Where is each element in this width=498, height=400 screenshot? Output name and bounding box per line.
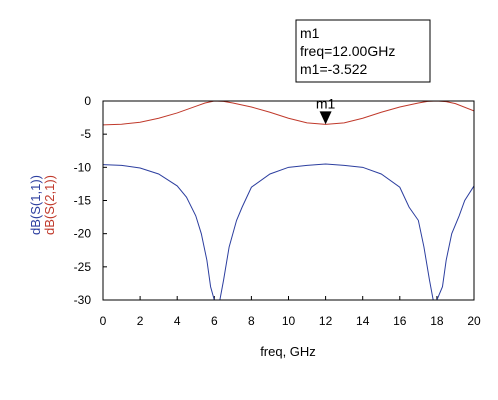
y-tick-label: -10 (74, 160, 92, 174)
x-tick-label: 18 (430, 314, 444, 328)
y-axis-label-s21: dB(S(2,1)) (42, 175, 57, 235)
x-tick-label: 20 (467, 314, 481, 328)
marker-label: m1 (316, 95, 336, 111)
axis-ticks: 0 2 4 6 8 10 12 14 16 18 20 0 -5 -10 -15 -20 -25 -30 (74, 94, 481, 328)
y-tick-label: -30 (74, 293, 92, 307)
x-tick-label: 10 (282, 314, 296, 328)
x-tick-label: 8 (248, 314, 255, 328)
marker-m1: m1 (316, 95, 336, 125)
x-tick-label: 4 (174, 314, 181, 328)
marker-readout-line-1: m1 (300, 25, 320, 41)
y-tick-label: 0 (84, 94, 91, 108)
x-tick-label: 12 (319, 314, 333, 328)
plot-frame (102, 100, 475, 301)
x-tick-label: 2 (137, 314, 144, 328)
y-tick-label: -15 (74, 194, 92, 208)
y-axis-label-s11: dB(S(1,1)) (28, 175, 43, 235)
x-tick-label: 0 (100, 314, 107, 328)
x-tick-label: 14 (356, 314, 370, 328)
marker-triangle-icon (319, 111, 332, 125)
marker-readout-box: m1 freq=12.00GHz m1=-3.522 (295, 19, 431, 83)
y-tick-label: -5 (80, 127, 91, 141)
x-axis-label: freq, GHz (260, 344, 316, 359)
y-tick-label: -20 (74, 227, 92, 241)
y-tick-label: -25 (74, 260, 92, 274)
x-tick-label: 16 (393, 314, 407, 328)
marker-readout-line-2: freq=12.00GHz (300, 43, 395, 59)
x-tick-label: 6 (211, 314, 218, 328)
marker-readout-line-3: m1=-3.522 (300, 61, 368, 77)
series-line-s11 (103, 163, 474, 300)
